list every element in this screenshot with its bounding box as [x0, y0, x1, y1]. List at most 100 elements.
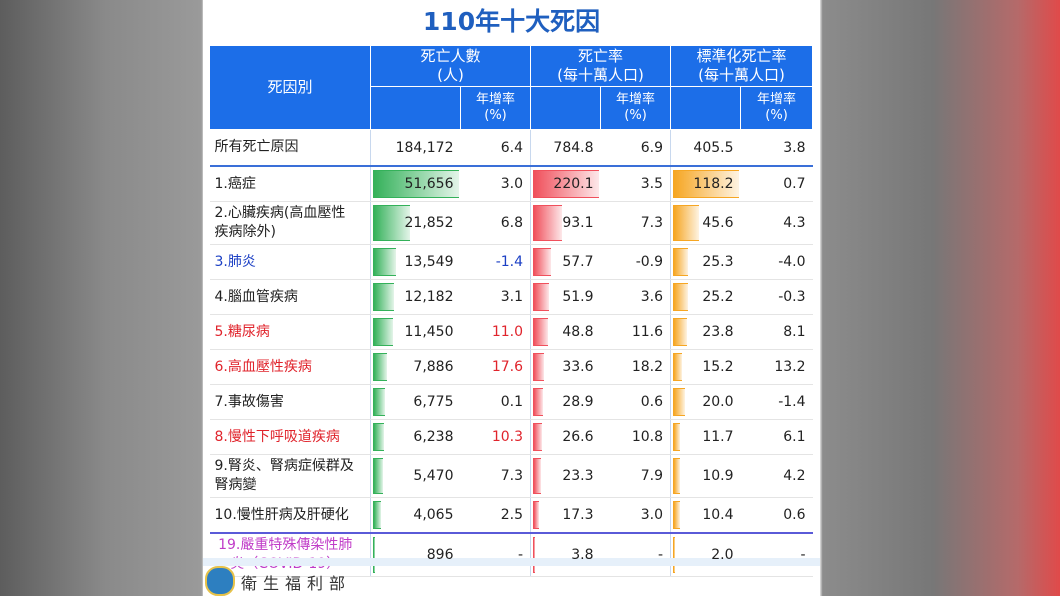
data-bar	[373, 423, 385, 451]
header-label: 標準化死亡率	[696, 47, 787, 65]
value: 4,065	[413, 507, 454, 523]
data-bar	[373, 283, 395, 311]
growth: 0.7	[783, 176, 806, 192]
data-bar	[533, 170, 600, 198]
header-group: 標準化死亡率 (每十萬人口)	[670, 45, 814, 87]
value: 23.8	[702, 324, 734, 340]
growth-cell: 6.1	[740, 419, 813, 455]
growth: -	[800, 547, 806, 563]
value-cell: 11,450	[370, 314, 461, 350]
growth: 3.1	[500, 289, 524, 305]
value-cell: 45.6	[670, 201, 741, 245]
growth-cell: 0.6	[740, 497, 813, 534]
growth: 13.2	[774, 359, 806, 375]
row: 7.事故傷害 6,775 0.1 28.9 0.6 20.0 -1.4	[209, 384, 813, 420]
header-unit: (每十萬人口)	[557, 66, 644, 84]
value: 10.9	[702, 468, 734, 484]
value: 48.8	[562, 324, 594, 340]
value: 13,549	[404, 254, 454, 270]
row: 19.嚴重特殊傳染性肺炎（COVID-19） 896 - 3.8 - 2.0 -	[209, 532, 813, 577]
growth: 6.9	[640, 139, 664, 156]
value-cell: 5,470	[370, 454, 461, 498]
row: 9.腎炎、腎病症候群及腎病變 5,470 7.3 23.3 7.9 10.9 4.2	[209, 454, 813, 498]
growth: 8.1	[783, 324, 806, 340]
growth: 3.5	[640, 176, 664, 192]
value-cell: 23.3	[530, 454, 601, 498]
growth: 7.3	[500, 468, 524, 484]
value-cell: 896	[370, 532, 461, 577]
growth-cell: 3.6	[600, 279, 671, 315]
growth-cell: 2.5	[460, 497, 531, 534]
growth-cell: 6.8	[460, 201, 531, 245]
growth-cell: 0.6	[600, 384, 671, 420]
value-cell: 10.9	[670, 454, 741, 498]
growth: 7.9	[640, 468, 664, 484]
cause-name: 所有死亡原因	[209, 129, 371, 167]
data-bar	[373, 458, 383, 494]
row: 10.慢性肝病及肝硬化 4,065 2.5 17.3 3.0 10.4 0.6	[209, 497, 813, 534]
cause-name: 3.肺炎	[209, 244, 371, 280]
growth-label: 年增率	[616, 92, 656, 107]
data-bar	[533, 388, 543, 416]
growth-cell: -	[460, 532, 531, 577]
growth-unit: (%)	[624, 108, 647, 123]
value: 57.7	[562, 254, 594, 270]
row: 5.糖尿病 11,450 11.0 48.8 11.6 23.8 8.1	[209, 314, 813, 350]
data-bar	[673, 283, 688, 311]
growth: 6.8	[500, 215, 524, 231]
cause-name: 5.糖尿病	[209, 314, 371, 350]
growth: 4.2	[783, 468, 806, 484]
growth: 6.1	[783, 429, 806, 445]
value-cell: 6,775	[370, 384, 461, 420]
growth-unit: (%)	[484, 108, 507, 123]
growth: -4.0	[778, 254, 806, 270]
growth-cell: -1.4	[460, 244, 531, 280]
value-cell: 4,065	[370, 497, 461, 534]
growth-label: 年增率	[757, 92, 797, 107]
growth-label: 年增率	[476, 92, 516, 107]
value-cell: 3.8	[530, 532, 601, 577]
growth: 0.6	[640, 394, 664, 410]
header-group: 死亡率 (每十萬人口)	[530, 45, 672, 87]
growth: 17.6	[491, 359, 524, 375]
header-label: 死亡人數	[420, 47, 481, 65]
data-bar	[533, 353, 544, 381]
data-bar	[373, 537, 376, 573]
data-bar	[673, 388, 685, 416]
cause-name: 7.事故傷害	[209, 384, 371, 420]
growth: -	[517, 547, 524, 563]
growth-cell: 0.7	[740, 166, 813, 202]
data-bar	[373, 501, 381, 529]
title: 110年十大死因	[422, 7, 601, 36]
growth: 6.4	[500, 139, 524, 156]
value-cell: 21,852	[370, 201, 461, 245]
growth: -0.9	[635, 254, 664, 270]
value: 17.3	[562, 507, 594, 523]
growth: -	[657, 547, 664, 563]
row: 8.慢性下呼吸道疾病 6,238 10.3 26.6 10.8 11.7 6.1	[209, 419, 813, 455]
value-cell: 33.6	[530, 349, 601, 385]
header-cause: 死因別	[209, 45, 371, 130]
growth-cell: 7.3	[460, 454, 531, 498]
data-bar	[673, 248, 688, 276]
value-cell: 184,172	[370, 129, 461, 167]
value-cell: 20.0	[670, 384, 741, 420]
value-cell: 10.4	[670, 497, 741, 534]
header-label: 死亡率	[578, 47, 624, 65]
growth: 10.3	[491, 429, 524, 445]
data-bar	[533, 501, 540, 529]
data-bar	[373, 353, 387, 381]
cause-name: 10.慢性肝病及肝硬化	[209, 497, 371, 534]
header-unit: (每十萬人口)	[698, 66, 785, 84]
header-blank	[530, 86, 602, 130]
cause-name: 19.嚴重特殊傳染性肺炎（COVID-19）	[209, 532, 371, 577]
value-cell: 15.2	[670, 349, 741, 385]
growth-cell: 0.1	[460, 384, 531, 420]
row: 所有死亡原因 184,172 6.4 784.8 6.9 405.5 3.8	[209, 129, 813, 167]
value: 51.9	[562, 289, 594, 305]
growth-cell: 17.6	[460, 349, 531, 385]
growth: 4.3	[783, 215, 806, 231]
value-cell: 7,886	[370, 349, 461, 385]
growth-cell: 10.3	[460, 419, 531, 455]
